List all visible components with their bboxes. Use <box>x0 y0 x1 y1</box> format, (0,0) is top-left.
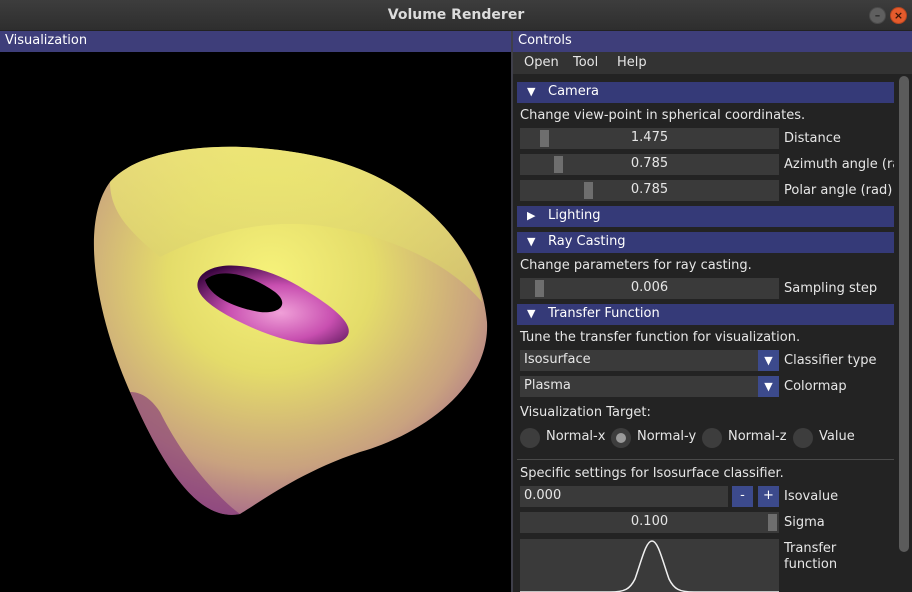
sampling-step-slider-grab[interactable] <box>535 280 544 297</box>
isosurface-settings-label: Specific settings for Isosurface classif… <box>520 466 784 481</box>
section-camera[interactable]: ▼ Camera <box>517 82 894 103</box>
controls-panel: Controls Open Tool Help ▼ Camera Change … <box>513 31 912 592</box>
polar-slider[interactable]: 0.785 <box>520 180 779 201</box>
controls-scrollbar[interactable] <box>899 76 909 552</box>
azimuth-slider[interactable]: 0.785 <box>520 154 779 175</box>
sampling-step-label: Sampling step <box>784 281 878 296</box>
radio-normal-z-dot <box>702 428 722 448</box>
classifier-type-combo[interactable]: Isosurface ▼ <box>520 350 779 371</box>
radio-normal-x[interactable]: Normal-x <box>520 428 605 448</box>
minimize-icon: – <box>874 9 881 22</box>
isovalue-value: 0.000 <box>524 488 562 503</box>
expand-triangle-icon: ▶ <box>527 209 536 222</box>
section-lighting[interactable]: ▶ Lighting <box>517 206 894 227</box>
visualization-panel-title: Visualization <box>0 31 512 52</box>
polar-value: 0.785 <box>630 182 669 197</box>
radio-value-label: Value <box>819 429 855 444</box>
radio-normal-z-label: Normal-z <box>728 429 787 444</box>
visualization-target-label: Visualization Target: <box>520 405 651 420</box>
radio-value[interactable]: Value <box>793 428 863 448</box>
section-ray-casting-label: Ray Casting <box>548 234 626 249</box>
transfer-function-curve <box>520 540 779 592</box>
collapse-triangle-icon: ▼ <box>527 235 536 248</box>
transfer-function-label-line2: function <box>784 557 838 572</box>
sampling-step-slider[interactable]: 0.006 <box>520 278 779 299</box>
volume-render-view[interactable] <box>0 52 512 592</box>
section-camera-label: Camera <box>548 84 600 99</box>
dropdown-arrow-icon[interactable]: ▼ <box>758 350 779 371</box>
colormap-combo[interactable]: Plasma ▼ <box>520 376 779 397</box>
section-transfer-function[interactable]: ▼ Transfer Function <box>517 304 894 325</box>
transfer-function-description: Tune the transfer function for visualiza… <box>520 330 801 345</box>
sampling-step-value: 0.006 <box>630 280 669 295</box>
distance-slider-grab[interactable] <box>540 130 549 147</box>
azimuth-slider-grab[interactable] <box>554 156 563 173</box>
radio-normal-y-dot <box>611 428 631 448</box>
window-title: Volume Renderer <box>387 7 525 23</box>
isovalue-increment-button[interactable]: + <box>758 486 779 507</box>
radio-normal-z[interactable]: Normal-z <box>702 428 787 448</box>
radio-normal-y[interactable]: Normal-y <box>611 428 696 448</box>
isovalue-label: Isovalue <box>784 489 839 504</box>
polar-slider-grab[interactable] <box>584 182 593 199</box>
panel-divider[interactable] <box>511 31 514 592</box>
isosurface-hole-core <box>205 273 283 313</box>
close-button[interactable]: × <box>890 7 907 24</box>
radio-normal-x-label: Normal-x <box>546 429 606 444</box>
distance-label: Distance <box>784 131 841 146</box>
ray-casting-description: Change parameters for ray casting. <box>520 258 752 273</box>
section-lighting-label: Lighting <box>548 208 601 223</box>
isosurface-shadow <box>130 392 240 515</box>
dropdown-arrow-icon[interactable]: ▼ <box>758 376 779 397</box>
colormap-value: Plasma <box>524 378 571 393</box>
azimuth-label: Azimuth angle (ra <box>784 157 894 172</box>
menu-open[interactable]: Open <box>524 55 559 70</box>
section-transfer-function-label: Transfer Function <box>548 306 660 321</box>
isovalue-input[interactable]: 0.000 <box>520 486 728 507</box>
sigma-slider-grab[interactable] <box>768 514 777 531</box>
separator <box>517 459 894 460</box>
controls-panel-title: Controls <box>513 31 912 52</box>
visualization-panel: Visualization <box>0 31 512 592</box>
radio-normal-y-label: Normal-y <box>637 429 697 444</box>
menu-bar: Open Tool Help <box>513 52 912 74</box>
transfer-function-plot[interactable] <box>520 539 779 592</box>
collapse-triangle-icon: ▼ <box>527 85 536 98</box>
sigma-value: 0.100 <box>630 514 669 529</box>
minimize-button[interactable]: – <box>869 7 886 24</box>
classifier-type-label: Classifier type <box>784 353 877 368</box>
azimuth-value: 0.785 <box>630 156 669 171</box>
distance-value: 1.475 <box>630 130 669 145</box>
polar-label: Polar angle (rad) <box>784 183 893 198</box>
sigma-label: Sigma <box>784 515 825 530</box>
isovalue-decrement-button[interactable]: - <box>732 486 753 507</box>
distance-slider[interactable]: 1.475 <box>520 128 779 149</box>
radio-value-dot <box>793 428 813 448</box>
radio-normal-x-dot <box>520 428 540 448</box>
classifier-type-value: Isosurface <box>524 352 591 367</box>
transfer-function-label-line1: Transfer <box>784 541 837 556</box>
colormap-label: Colormap <box>784 379 847 394</box>
sigma-slider[interactable]: 0.100 <box>520 512 779 533</box>
section-ray-casting[interactable]: ▼ Ray Casting <box>517 232 894 253</box>
camera-description: Change view-point in spherical coordinat… <box>520 108 806 123</box>
isosurface-rim <box>110 146 482 302</box>
menu-tool[interactable]: Tool <box>573 55 599 70</box>
close-icon: × <box>893 9 904 22</box>
collapse-triangle-icon: ▼ <box>527 307 536 320</box>
title-bar: Volume Renderer – × <box>0 0 912 31</box>
menu-help[interactable]: Help <box>617 55 647 70</box>
